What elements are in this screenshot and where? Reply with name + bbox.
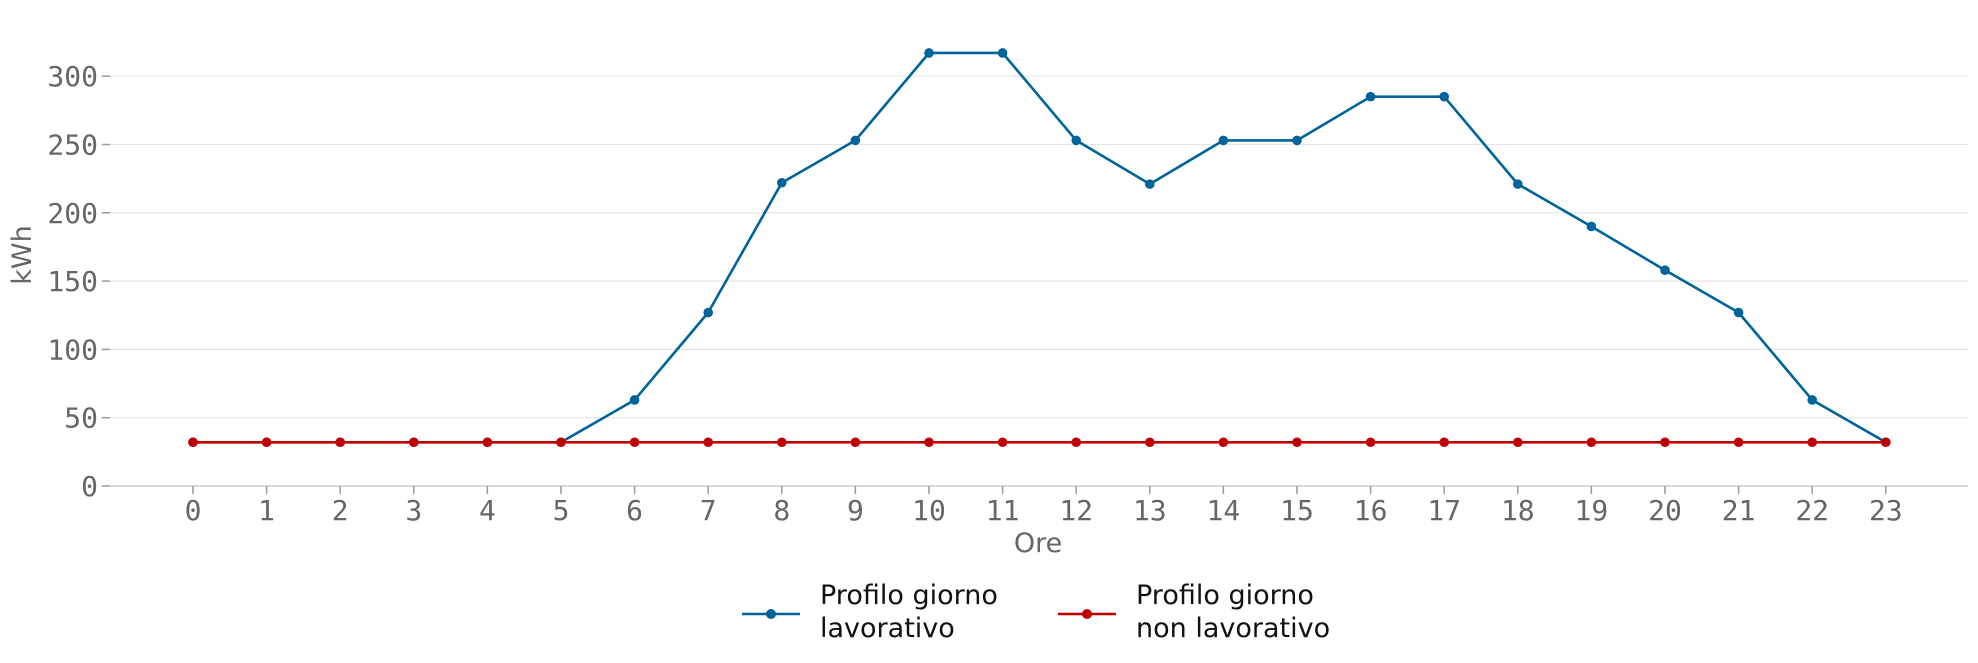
- data-point: [997, 48, 1008, 58]
- data-point: [629, 395, 640, 405]
- data-point: [335, 437, 346, 448]
- data-point: [556, 437, 566, 448]
- y-tick-label: 200: [47, 197, 98, 230]
- x-tick-label: 14: [1207, 494, 1241, 527]
- data-point: [1439, 91, 1449, 102]
- x-tick-label: 19: [1575, 494, 1609, 527]
- x-tick-label: 18: [1501, 494, 1535, 527]
- data-point: [261, 437, 272, 448]
- data-point: [850, 437, 861, 448]
- data-point: [188, 437, 198, 448]
- x-tick-label: 12: [1059, 494, 1093, 527]
- data-point: [1807, 437, 1817, 448]
- y-axis-label: kWh: [7, 225, 38, 284]
- x-tick-label: 15: [1280, 494, 1314, 527]
- legend-label-line-1: Profilo giorno: [820, 580, 998, 611]
- legend-label-line-2: lavorativo: [820, 613, 955, 644]
- data-point: [924, 48, 934, 58]
- y-tick-label: 300: [47, 60, 98, 93]
- data-point: [1660, 437, 1670, 448]
- x-tick-label: 23: [1869, 494, 1903, 527]
- legend-item-workday[interactable]: Profilo giorno lavorativo: [742, 580, 998, 644]
- data-point: [1439, 437, 1449, 448]
- data-point: [777, 437, 787, 448]
- data-point: [703, 307, 713, 318]
- legend-swatch-marker: [1082, 609, 1092, 619]
- x-tick-label: 6: [626, 494, 643, 527]
- x-tick-label: 3: [405, 494, 422, 527]
- data-point: [1513, 437, 1523, 448]
- x-tick-label: 5: [553, 494, 570, 527]
- data-point: [1218, 437, 1229, 448]
- x-tick-label: 8: [773, 494, 790, 527]
- data-point: [629, 437, 640, 448]
- y-tick-label: 150: [47, 265, 98, 298]
- data-point: [1660, 265, 1670, 275]
- series-0: [188, 48, 1891, 448]
- data-point: [482, 437, 493, 448]
- legend-label-line-2: non lavorativo: [1136, 613, 1330, 644]
- x-tick-label: 21: [1722, 494, 1756, 527]
- legend-label-line-1: Profilo giorno: [1136, 580, 1314, 611]
- data-point: [1292, 135, 1302, 146]
- data-point: [1586, 437, 1597, 448]
- data-point: [409, 437, 419, 448]
- x-tick-label: 9: [847, 494, 864, 527]
- data-point: [1365, 91, 1376, 102]
- x-axis-label: Ore: [1014, 528, 1062, 559]
- x-tick-label: 7: [700, 494, 717, 527]
- data-point: [924, 437, 934, 448]
- series-line: [193, 51, 1887, 444]
- legend: Profilo giorno lavorativo Profilo giorno…: [742, 580, 1330, 644]
- series-1: [188, 437, 1891, 448]
- data-point: [1218, 135, 1229, 146]
- data-point: [1733, 437, 1744, 448]
- x-tick-label: 22: [1795, 494, 1829, 527]
- data-point: [850, 135, 861, 146]
- data-point: [777, 177, 787, 188]
- y-tick-label: 100: [47, 333, 98, 366]
- data-point: [703, 437, 713, 448]
- data-point: [1071, 135, 1081, 146]
- data-point: [1513, 179, 1523, 189]
- y-tick-label: 50: [64, 402, 98, 435]
- x-tick-label: 13: [1133, 494, 1167, 527]
- legend-item-non-workday[interactable]: Profilo giorno non lavorativo: [1058, 580, 1330, 644]
- gridlines: [110, 75, 1968, 487]
- x-axis: 0 1 2 3 4 5 6 7 8 9 10 11 12 13 14 15 16 17 18 19 20 21 22 23: [185, 486, 1903, 527]
- y-tick-label: 0: [81, 470, 98, 503]
- data-point: [1733, 307, 1744, 318]
- data-point: [1807, 395, 1817, 405]
- data-point: [997, 437, 1008, 448]
- x-tick-label: 2: [332, 494, 349, 527]
- data-point: [1881, 437, 1891, 448]
- x-tick-label: 11: [986, 494, 1020, 527]
- x-tick-label: 4: [479, 494, 496, 527]
- legend-swatch-marker: [766, 609, 776, 619]
- y-axis: 0 50 100 150 200 250 300: [47, 60, 110, 503]
- x-tick-label: 16: [1354, 494, 1388, 527]
- data-point: [1071, 437, 1081, 448]
- x-tick-label: 17: [1427, 494, 1461, 527]
- x-tick-label: 1: [258, 494, 275, 527]
- series-layer: [188, 48, 1891, 448]
- x-tick-label: 0: [185, 494, 202, 527]
- data-point: [1145, 179, 1155, 189]
- data-point: [1145, 437, 1155, 448]
- y-tick-label: 250: [47, 129, 98, 162]
- data-point: [1292, 437, 1302, 448]
- data-point: [1586, 221, 1597, 232]
- x-tick-label: 10: [912, 494, 946, 527]
- x-tick-label: 20: [1648, 494, 1682, 527]
- data-point: [1365, 437, 1376, 448]
